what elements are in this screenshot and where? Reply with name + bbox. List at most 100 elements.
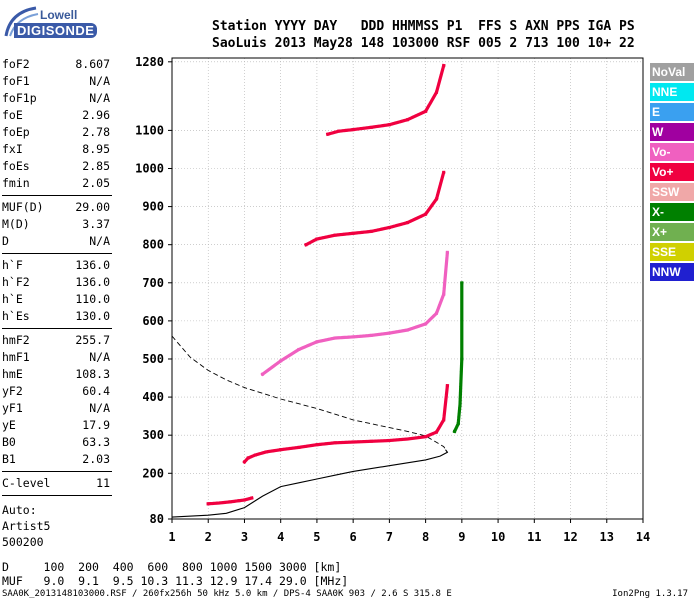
echo-point xyxy=(424,109,428,113)
y-tick-label: 500 xyxy=(142,352,164,366)
param-value: N/A xyxy=(89,91,110,105)
param-row-hme: hmE 108.3 xyxy=(2,366,110,383)
param-row-fxi: fxI 8.95 xyxy=(2,141,110,158)
param-value: 11 xyxy=(96,476,110,490)
param-key: foF1 xyxy=(2,74,30,88)
param-key: h`E xyxy=(2,292,23,306)
param-key: foEs xyxy=(2,159,30,173)
param-value: 2.85 xyxy=(82,159,110,173)
echo-point xyxy=(424,212,428,216)
echo-point xyxy=(406,118,409,122)
echo-point xyxy=(460,281,464,285)
param-row-hmf1: hmF1 N/A xyxy=(2,349,110,366)
y-tick-label: 400 xyxy=(142,390,164,404)
param-row-fmin: fmin 2.05 xyxy=(2,175,110,192)
echo-point xyxy=(387,439,391,443)
echo-point xyxy=(434,311,438,315)
echo-point xyxy=(456,422,460,426)
x-tick-label: 1 xyxy=(168,530,175,544)
echo-point xyxy=(315,443,319,447)
x-tick-label: 4 xyxy=(277,530,284,544)
echo-point xyxy=(279,359,283,363)
echo-point xyxy=(304,243,308,247)
echo-trace xyxy=(242,383,450,465)
param-value: 136.0 xyxy=(75,275,110,289)
param-row-fof1: foF1 N/A xyxy=(2,73,110,90)
y-tick-label: 1000 xyxy=(135,161,164,175)
param-row-yf2: yF2 60.4 xyxy=(2,383,110,400)
param-value: 130.0 xyxy=(75,309,110,323)
param-key: foE xyxy=(2,108,23,122)
param-separator xyxy=(2,253,112,254)
param-row-foe: foE 2.96 xyxy=(2,107,110,124)
echo-point xyxy=(424,322,428,326)
x-tick-label: 12 xyxy=(563,530,577,544)
param-value: 3.37 xyxy=(82,217,110,231)
auto-info-line3: 500200 xyxy=(2,535,44,549)
echo-point xyxy=(351,231,355,235)
param-key: h`Es xyxy=(2,309,30,323)
param-key: hmE xyxy=(2,367,23,381)
echo-trace xyxy=(325,63,446,137)
legend-item-nne: NNE xyxy=(650,83,694,101)
logo-line2: DIGISONDE xyxy=(14,23,98,38)
x-tick-label: 3 xyxy=(241,530,248,544)
header-line1: Station YYYY DAY DDD HHMMSS P1 FFS S AXN… xyxy=(212,19,635,34)
param-value: 8.95 xyxy=(82,142,110,156)
param-row-b0: B0 63.3 xyxy=(2,434,110,451)
param-key: B0 xyxy=(2,435,16,449)
y-tick-label: 1280 xyxy=(135,55,164,69)
param-key: yF1 xyxy=(2,401,23,415)
param-row-foes: foEs 2.85 xyxy=(2,158,110,175)
x-tick-label: 8 xyxy=(422,530,429,544)
echo-trace xyxy=(303,170,446,247)
echo-point xyxy=(351,440,355,444)
echo-point xyxy=(445,250,449,254)
y-tick-label: 600 xyxy=(142,314,164,328)
param-row-hf2: h`F2 136.0 xyxy=(2,274,110,291)
auto-info-line2: Artist5 xyxy=(2,519,51,533)
y-tick-label: 900 xyxy=(142,200,164,214)
echo-point xyxy=(315,237,319,241)
param-row-mufd: MUF(D) 29.00 xyxy=(2,199,110,216)
param-value: 17.9 xyxy=(82,418,110,432)
param-key: yF2 xyxy=(2,384,23,398)
echo-point xyxy=(337,129,341,133)
param-value: N/A xyxy=(89,350,110,364)
echo-point xyxy=(442,418,446,422)
echo-point xyxy=(453,429,457,433)
echo-point xyxy=(253,453,257,457)
param-key: hmF2 xyxy=(2,333,30,347)
echo-point xyxy=(264,450,268,454)
echo-point xyxy=(369,125,373,129)
param-value: 108.3 xyxy=(75,367,110,381)
echo-point xyxy=(246,456,250,460)
param-value: 29.00 xyxy=(75,200,110,214)
echo-point xyxy=(333,441,337,445)
x-tick-label: 11 xyxy=(527,530,541,544)
echo-point xyxy=(406,328,409,332)
file-info: SAA0K_2013148103000.RSF / 260fx256h 50 k… xyxy=(2,589,452,599)
auto-scaling-info: Auto: Artist5 500200 xyxy=(2,502,50,550)
param-separator xyxy=(2,328,112,329)
param-value: 63.3 xyxy=(82,435,110,449)
param-row-hes: h`Es 130.0 xyxy=(2,308,110,325)
echo-point xyxy=(297,347,301,351)
echo-point xyxy=(458,403,462,407)
param-row-he: h`E 110.0 xyxy=(2,291,110,308)
y-tick-label: 800 xyxy=(142,238,164,252)
echo-point xyxy=(460,357,464,361)
legend-item-nnw: NNW xyxy=(650,263,694,281)
param-key: yE xyxy=(2,418,16,432)
param-value: 2.78 xyxy=(82,125,110,139)
param-value: 110.0 xyxy=(75,292,110,306)
param-row-fof1p: foF1p N/A xyxy=(2,90,110,107)
param-key: h`F2 xyxy=(2,275,30,289)
echo-point xyxy=(442,292,446,296)
echo-point xyxy=(406,437,409,441)
param-value: N/A xyxy=(89,401,110,415)
y-tick-label: 80 xyxy=(150,512,164,526)
param-value: 8.607 xyxy=(75,57,110,71)
logo-line1: Lowell xyxy=(40,8,78,22)
electron-density-profile xyxy=(171,449,449,518)
